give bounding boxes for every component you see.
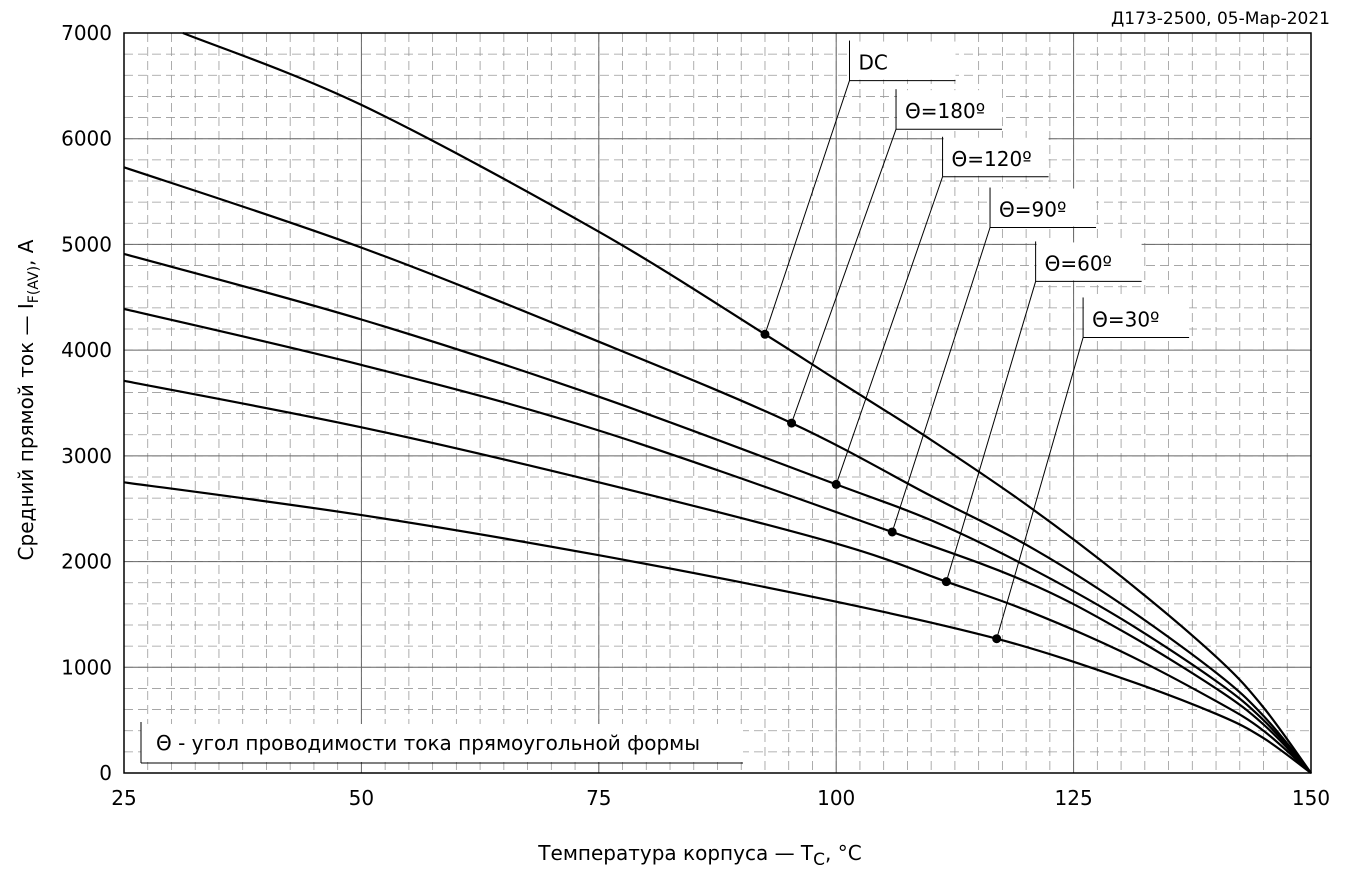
label-box-5 [1084,298,1190,337]
note-box-background [141,724,743,762]
y-axis-label: Средний прямой ток — IF(AV), A [14,239,42,560]
x-axis-label-main: Температура корпуса — T [537,841,814,865]
series-line-4 [123,379,1312,774]
x-tick-label: 75 [586,786,611,810]
series-label-0: DC [858,51,887,75]
series-label-3: Θ=90º [999,198,1066,222]
series-label-1: Θ=180º [905,99,985,123]
x-tick-label: 125 [1055,786,1093,810]
series-label-5: Θ=30º [1092,307,1159,331]
label-box-1 [897,90,1003,129]
leader-line-5 [996,337,1084,639]
series-line-3 [123,307,1312,774]
label-box-3 [991,188,1097,227]
series-line-2 [123,252,1312,774]
y-tick-label: 1000 [61,655,112,679]
y-tick-label: 4000 [61,338,112,362]
y-axis-label-tail: , A [14,239,38,266]
minor-grid [123,32,1312,774]
x-axis-label: Температура корпуса — TC, °C [537,841,861,870]
x-tick-label: 100 [817,786,855,810]
note-text: Θ - угол проводимости тока прямоугольной… [156,731,700,755]
series-labels: DC Θ=180º Θ=120º Θ=90º Θ=60º Θ=30º [764,40,1190,639]
label-box-2 [943,137,1049,176]
y-tick-label: 5000 [61,232,112,256]
y-tick-labels: 0 1000 2000 3000 4000 5000 6000 7000 [61,21,112,785]
y-tick-label: 7000 [61,21,112,45]
note-box: Θ - угол проводимости тока прямоугольной… [140,722,743,764]
y-tick-label: 6000 [61,127,112,151]
leader-line-1 [791,129,897,424]
series-line-5 [123,481,1312,774]
series-label-4: Θ=60º [1045,251,1112,275]
y-tick-label: 3000 [61,444,112,468]
plot-frame [123,32,1312,774]
leader-line-3 [891,227,991,533]
series-line-0 [182,31,1312,774]
x-tick-label: 150 [1292,786,1330,810]
x-axis-label-tail: , °C [825,841,862,865]
y-axis-label-sub: F(AV) [26,266,42,303]
series-label-2: Θ=120º [952,147,1032,171]
label-box-0 [850,41,956,80]
y-tick-label: 0 [99,761,112,785]
x-axis-label-sub: C [813,850,825,870]
x-tick-labels: 25 50 75 100 125 150 [111,786,1330,810]
leader-line-0 [764,80,850,335]
chart-watermark: Д173-2500, 05-Мар-2021 [1111,9,1330,29]
x-tick-label: 50 [349,786,374,810]
leader-line-4 [945,281,1037,582]
leader-line-2 [835,176,944,485]
label-box-4 [1036,242,1142,281]
x-tick-label: 25 [111,786,136,810]
y-axis-label-main: Средний прямой ток — I [14,303,38,560]
y-tick-label: 2000 [61,550,112,574]
